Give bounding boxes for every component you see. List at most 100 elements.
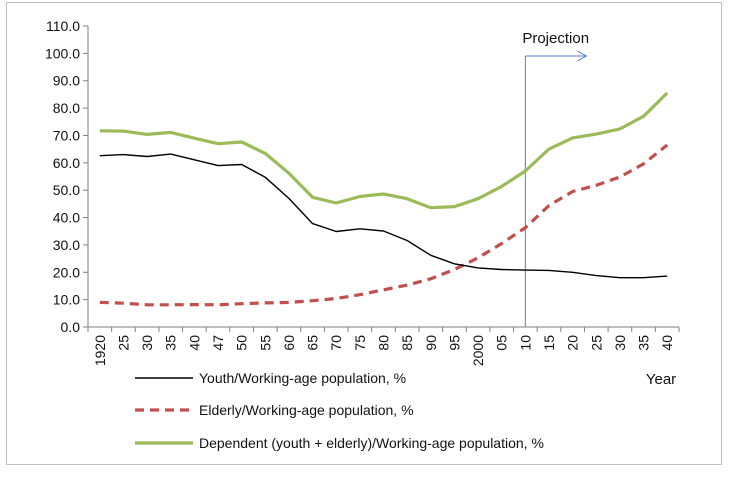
series-0-point (666, 275, 668, 277)
x-tick-label: 35 (163, 335, 179, 351)
x-tick-label: 05 (494, 335, 510, 351)
series-0-point (99, 155, 101, 157)
series-2-point (595, 133, 597, 135)
series-0-point (406, 239, 408, 241)
series-1-point (548, 204, 550, 206)
series-1-point (288, 301, 290, 303)
y-tick-label: 0.0 (61, 319, 81, 335)
series-0-point (524, 269, 526, 271)
series-1-point (382, 289, 384, 291)
series-1-point (122, 302, 124, 304)
series-1-point (193, 303, 195, 305)
series-2-point (146, 133, 148, 135)
x-tick-label: 55 (257, 335, 273, 351)
x-tick-label: 15 (541, 335, 557, 351)
series-2-point (122, 130, 124, 132)
x-tick-label: 40 (659, 335, 675, 351)
series-0-point (335, 230, 337, 232)
x-tick-label: 10 (517, 335, 533, 351)
series-2-point (430, 206, 432, 208)
series-0-point (595, 274, 597, 276)
series-1-point (359, 294, 361, 296)
series-2-point (264, 152, 266, 154)
x-tick-label: 30 (139, 335, 155, 351)
legend-label-2: Dependent (youth + elderly)/Working-age … (199, 435, 544, 451)
x-tick-label: 20 (565, 335, 581, 351)
series-2-point (571, 137, 573, 139)
series-0-point (359, 228, 361, 230)
series-0-point (382, 230, 384, 232)
series-2-point (359, 195, 361, 197)
x-tick-label: 25 (588, 335, 604, 351)
series-1-point (524, 226, 526, 228)
series-2-point (217, 142, 219, 144)
series-1-point (666, 144, 668, 146)
series-2-point (170, 131, 172, 133)
y-tick-label: 110.0 (46, 18, 80, 34)
x-tick-label: 95 (446, 335, 462, 351)
series-1-point (642, 163, 644, 165)
legend-label-0: Youth/Working-age population, % (199, 370, 406, 386)
series-1-point (453, 268, 455, 270)
x-axis-title: Year (646, 371, 676, 388)
y-tick-label: 100.0 (45, 45, 80, 61)
legend-label-1: Elderly/Working-age population, % (199, 402, 414, 418)
series-2-point (311, 196, 313, 198)
series-1-point (335, 297, 337, 299)
y-tick-label: 70.0 (53, 127, 80, 143)
series-2-point (501, 185, 503, 187)
series-0-point (170, 153, 172, 155)
x-tick-label: 47 (210, 335, 226, 351)
series-0-point (122, 153, 124, 155)
series-2-point (99, 130, 101, 132)
series-2-point (642, 115, 644, 117)
y-tick-label: 90.0 (53, 73, 80, 89)
series-2-point (477, 197, 479, 199)
series-0-point (501, 268, 503, 270)
x-tick-label: 75 (352, 335, 368, 351)
series-2-point (193, 137, 195, 139)
series-2-point (382, 193, 384, 195)
series-2-point (288, 172, 290, 174)
series-1-point (430, 278, 432, 280)
series-0-point (288, 197, 290, 199)
series-2-point (240, 141, 242, 143)
x-tick-label: 80 (376, 335, 392, 351)
x-tick-label: 1920 (92, 335, 108, 366)
series-0-point (642, 277, 644, 279)
series-1-point (240, 303, 242, 305)
chart-frame: 0.0 10.0 20.0 30.0 40.0 50.0 60.0 70.0 80.0 90.0 1… (6, 2, 722, 465)
series-1-point (217, 304, 219, 306)
series-1-point (477, 257, 479, 259)
series-0-point (548, 269, 550, 271)
series-0-point (453, 263, 455, 265)
series-1-point (571, 190, 573, 192)
x-tick-label: 2000 (470, 335, 486, 366)
series-0-point (264, 176, 266, 178)
projection-arrowhead (577, 50, 588, 62)
series-1-point (99, 301, 101, 303)
y-tick-label: 10.0 (53, 292, 80, 308)
y-tick-label: 80.0 (53, 100, 80, 116)
y-tick-label: 40.0 (53, 210, 80, 226)
series-1-point (501, 242, 503, 244)
series-2-point (406, 197, 408, 199)
series-1-point (311, 300, 313, 302)
series-0-point (571, 271, 573, 273)
y-tick-label: 50.0 (53, 182, 80, 198)
series-2-point (619, 128, 621, 130)
series-0-point (193, 159, 195, 161)
series-2-point (524, 170, 526, 172)
series-1-point (170, 304, 172, 306)
series-2-point (335, 202, 337, 204)
projection-annotation-label: Projection (522, 30, 589, 47)
y-tick-label: 60.0 (53, 155, 80, 171)
x-tick-label: 60 (281, 335, 297, 351)
series-line-2 (99, 91, 669, 210)
series-1-point (595, 184, 597, 186)
x-tick-label: 85 (399, 335, 415, 351)
series-0-point (311, 222, 313, 224)
x-tick-label: 30 (612, 335, 628, 351)
series-0-point (477, 267, 479, 269)
series-line-1 (99, 143, 669, 307)
